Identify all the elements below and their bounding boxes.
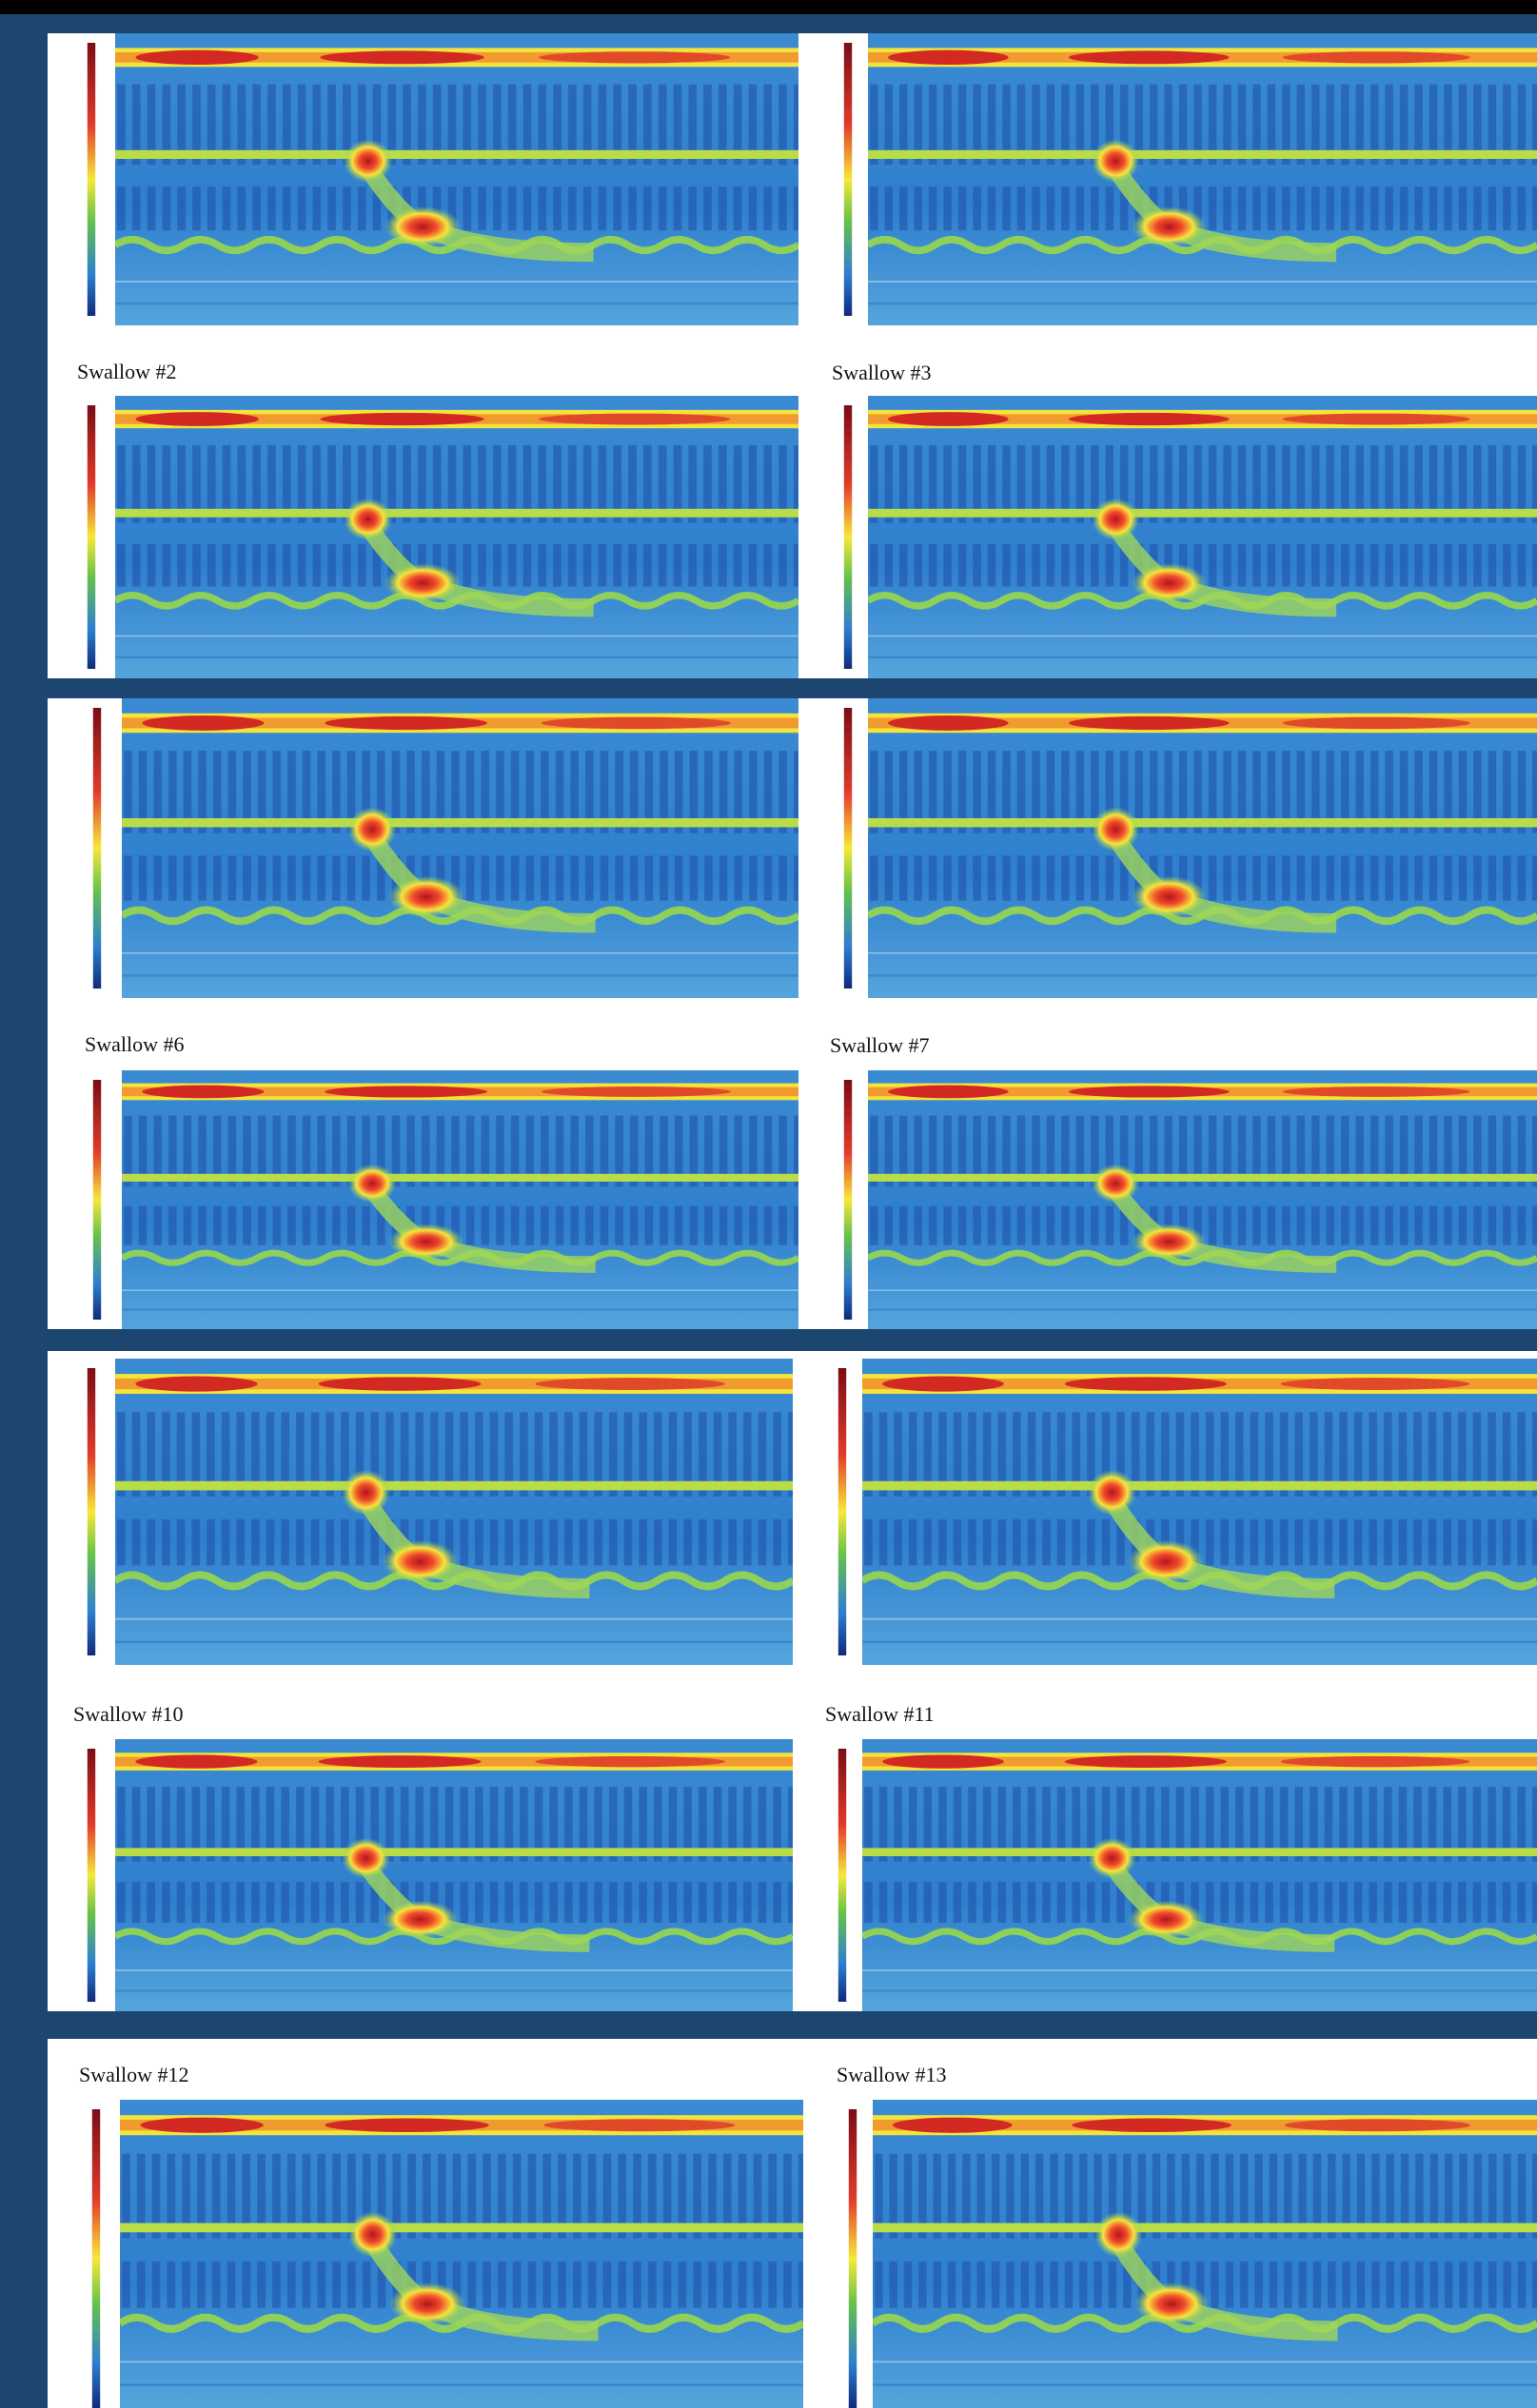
heatmap	[862, 1739, 1537, 2011]
heatmap	[115, 1739, 793, 2011]
page: Swallow #2 Swallow #3 Swallow #6 Swallow…	[0, 0, 1537, 2408]
heatmap	[115, 396, 798, 678]
color-bar	[844, 1080, 852, 1320]
color-bar	[88, 1368, 95, 1655]
caption: Swallow #12	[79, 2063, 189, 2086]
color-bar	[844, 708, 852, 989]
heatmap	[122, 1070, 798, 1329]
heatmap	[115, 1359, 793, 1665]
heatmap	[868, 33, 1537, 325]
color-bar	[88, 43, 95, 316]
screenshot: Swallow #2 Swallow #3 Swallow #6 Swallow…	[0, 0, 1537, 2408]
heatmap	[115, 33, 798, 325]
color-bar	[93, 708, 101, 989]
caption: Swallow #3	[832, 361, 932, 384]
heatmap	[120, 2100, 803, 2408]
caption: Swallow #2	[77, 360, 177, 383]
heatmap	[868, 396, 1537, 678]
heatmap	[862, 1359, 1537, 1665]
color-bar	[93, 1080, 101, 1320]
caption: Swallow #10	[73, 1702, 184, 1726]
color-bar	[92, 2109, 100, 2408]
color-bar	[88, 1749, 95, 2002]
heatmap	[873, 2100, 1537, 2408]
color-bar	[838, 1749, 846, 2002]
caption: Swallow #6	[85, 1032, 185, 1056]
heatmap	[868, 698, 1537, 998]
color-bar	[844, 43, 852, 316]
caption: Swallow #13	[837, 2063, 947, 2086]
color-bar	[849, 2109, 857, 2408]
color-bar	[88, 405, 95, 669]
heatmap	[122, 698, 798, 998]
color-bar	[838, 1368, 846, 1655]
top-bar	[0, 0, 1537, 14]
heatmap	[868, 1070, 1537, 1329]
color-bar	[844, 405, 852, 669]
caption: Swallow #11	[825, 1702, 935, 1726]
caption: Swallow #7	[830, 1033, 930, 1057]
